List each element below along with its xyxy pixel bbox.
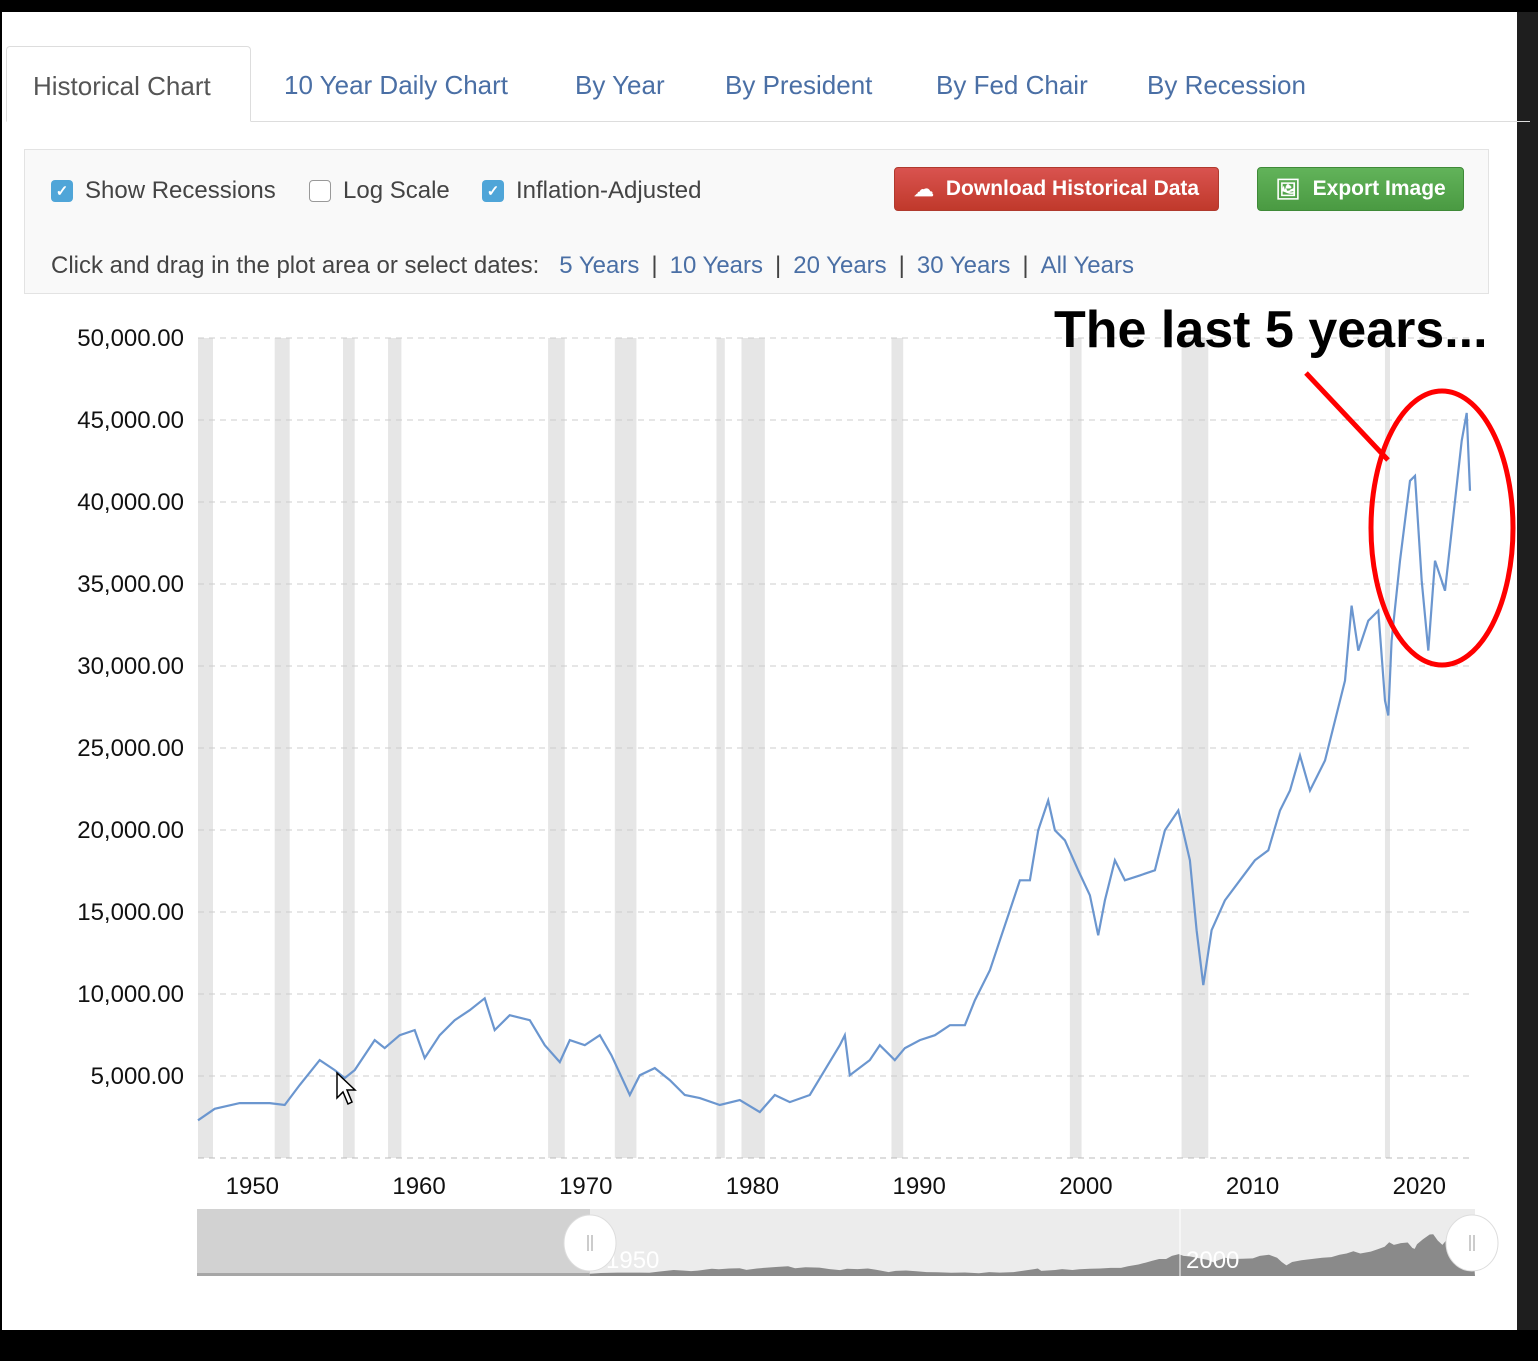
tab-10-year-daily-chart[interactable]: 10 Year Daily Chart [284, 70, 509, 100]
separator: | [1022, 252, 1029, 279]
y-tick-label: 50,000.00 [77, 325, 184, 352]
y-tick-label: 5,000.00 [91, 1063, 184, 1090]
log-scale-checkbox[interactable]: Log Scale [309, 177, 450, 204]
range-all-years[interactable]: All Years [1040, 252, 1134, 279]
range-10-years[interactable]: 10 Years [669, 252, 764, 279]
download-historical-data-button[interactable]: ☁ Download Historical Data [894, 167, 1219, 211]
image-icon: 🖼 [1275, 178, 1301, 201]
export-label: Export Image [1312, 177, 1446, 200]
cloud-download-icon: ☁ [913, 178, 934, 201]
navigator-label: 2000 [1186, 1247, 1239, 1274]
inflation-adjusted-checkbox[interactable]: ✓ Inflation-Adjusted [482, 177, 702, 204]
navigator: 1950 2000 [197, 1209, 1499, 1276]
log-scale-label: Log Scale [343, 177, 450, 204]
export-image-button[interactable]: 🖼 Export Image [1257, 167, 1464, 211]
y-tick-label: 30,000.00 [77, 653, 184, 680]
y-tick-label: 45,000.00 [77, 407, 184, 434]
recession-bands [198, 338, 1390, 1158]
y-tick-label: 40,000.00 [77, 489, 184, 516]
annotation-text: The last 5 years... [1054, 301, 1488, 359]
range-20-years[interactable]: 20 Years [793, 252, 887, 279]
range-30-years[interactable]: 30 Years [916, 252, 1011, 279]
range-prompt: Click and drag in the plot area or selec… [51, 252, 540, 279]
y-tick-label: 10,000.00 [77, 981, 184, 1008]
separator: | [775, 252, 782, 279]
recession-band [388, 338, 402, 1158]
x-tick-label: 1960 [392, 1173, 445, 1200]
show-recessions-label: Show Recessions [85, 177, 276, 204]
annotation-marks [1304, 371, 1516, 668]
y-axis: 5,000.00 10,000.00 15,000.00 20,000.00 25,00… [77, 325, 184, 1090]
recession-band [1069, 338, 1082, 1158]
window-edge [1517, 12, 1538, 1330]
separator: | [898, 252, 905, 279]
navigator-series-area [197, 1230, 1475, 1276]
recession-band [614, 338, 637, 1158]
recession-band [548, 338, 565, 1158]
checkbox-checked-icon: ✓ [482, 180, 504, 202]
x-tick-label: 1980 [726, 1173, 779, 1200]
range-5-years[interactable]: 5 Years [559, 252, 640, 279]
recession-band [198, 338, 214, 1158]
x-tick-label: 2000 [1059, 1173, 1112, 1200]
checkbox-unchecked-icon [309, 180, 331, 202]
download-label: Download Historical Data [945, 177, 1200, 200]
separator: | [651, 252, 658, 279]
y-tick-label: 15,000.00 [77, 899, 184, 926]
y-tick-label: 35,000.00 [77, 571, 184, 598]
x-tick-label: 1950 [226, 1173, 279, 1200]
date-range-selector: Click and drag in the plot area or selec… [51, 252, 1134, 280]
navigator-handle[interactable] [1445, 1214, 1499, 1272]
x-tick-label: 1990 [892, 1173, 945, 1200]
x-tick-label: 2010 [1226, 1173, 1279, 1200]
recession-band [343, 338, 355, 1158]
chart-tabs: Historical Chart 10 Year Daily Chart By … [6, 46, 1530, 122]
tab-by-year[interactable]: By Year [575, 70, 665, 100]
tab-by-fed-chair[interactable]: By Fed Chair [936, 70, 1088, 100]
annotation-circle [1368, 388, 1516, 668]
navigator-handle[interactable] [563, 1214, 617, 1272]
x-tick-label: 1970 [559, 1173, 612, 1200]
tab-by-recession[interactable]: By Recession [1147, 70, 1306, 100]
inflation-adjusted-label: Inflation-Adjusted [516, 177, 702, 204]
grid-lines [198, 337, 1470, 1159]
recession-band [274, 338, 290, 1158]
recession-band [891, 338, 904, 1158]
annotation-arrow [1304, 371, 1390, 462]
navigator-unselected-mask [197, 1209, 590, 1276]
show-recessions-checkbox[interactable]: ✓ Show Recessions [51, 177, 276, 204]
series-line [197, 412, 1472, 1122]
y-tick-label: 25,000.00 [77, 735, 184, 762]
y-tick-label: 20,000.00 [77, 817, 184, 844]
checkbox-checked-icon: ✓ [51, 180, 73, 202]
x-axis: 1950 1960 1970 1980 1990 2000 2010 2020 [226, 1173, 1446, 1200]
chart-controls: ✓ Show Recessions Log Scale ✓ Inflation-… [24, 149, 1489, 294]
tab-by-president[interactable]: By President [725, 70, 873, 100]
tab-historical-chart[interactable]: Historical Chart [6, 46, 251, 122]
x-tick-label: 2020 [1393, 1173, 1446, 1200]
mouse-cursor-icon [336, 1071, 357, 1106]
